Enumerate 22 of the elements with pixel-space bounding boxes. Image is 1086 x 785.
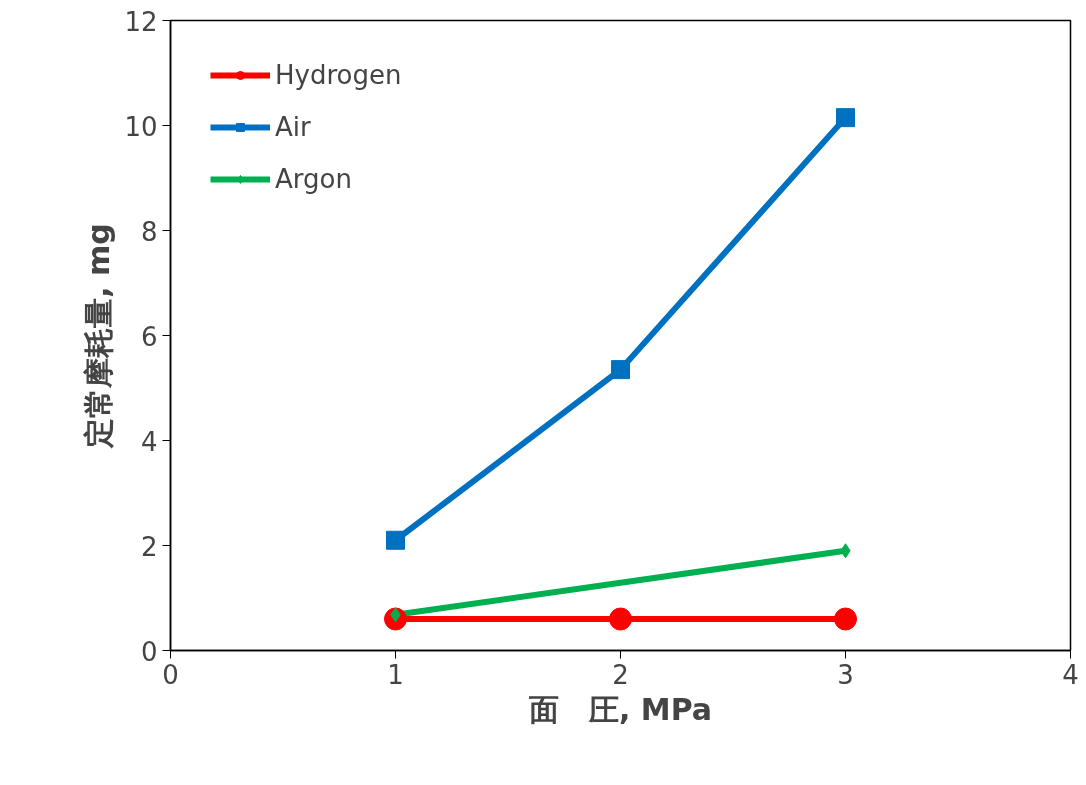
y-tick-label: 8 — [140, 216, 158, 247]
y-tick-label: 6 — [140, 321, 158, 352]
y-tick-label: 12 — [124, 6, 158, 37]
point — [834, 607, 857, 631]
y-tick-label: 4 — [140, 426, 158, 457]
y-axis-title: 定常摩耗量, mg — [81, 223, 117, 449]
y-tick-label: 2 — [140, 531, 158, 562]
point — [836, 108, 855, 128]
point — [609, 607, 632, 631]
y-tick-label: 0 — [140, 636, 158, 667]
x-axis-title: 面 圧, MPa — [528, 691, 713, 727]
y-tick-label: 10 — [124, 111, 158, 142]
legend-label: Air — [275, 112, 311, 142]
x-tick-label: 3 — [837, 659, 854, 690]
point — [611, 360, 630, 380]
x-tick-label: 0 — [162, 659, 179, 690]
legend-label: Argon — [275, 164, 352, 194]
x-tick-label: 1 — [387, 659, 404, 690]
point — [386, 530, 405, 550]
legend-label: Hydrogen — [275, 60, 402, 90]
x-tick-label: 2 — [612, 659, 629, 690]
x-tick-label: 4 — [1062, 659, 1079, 690]
